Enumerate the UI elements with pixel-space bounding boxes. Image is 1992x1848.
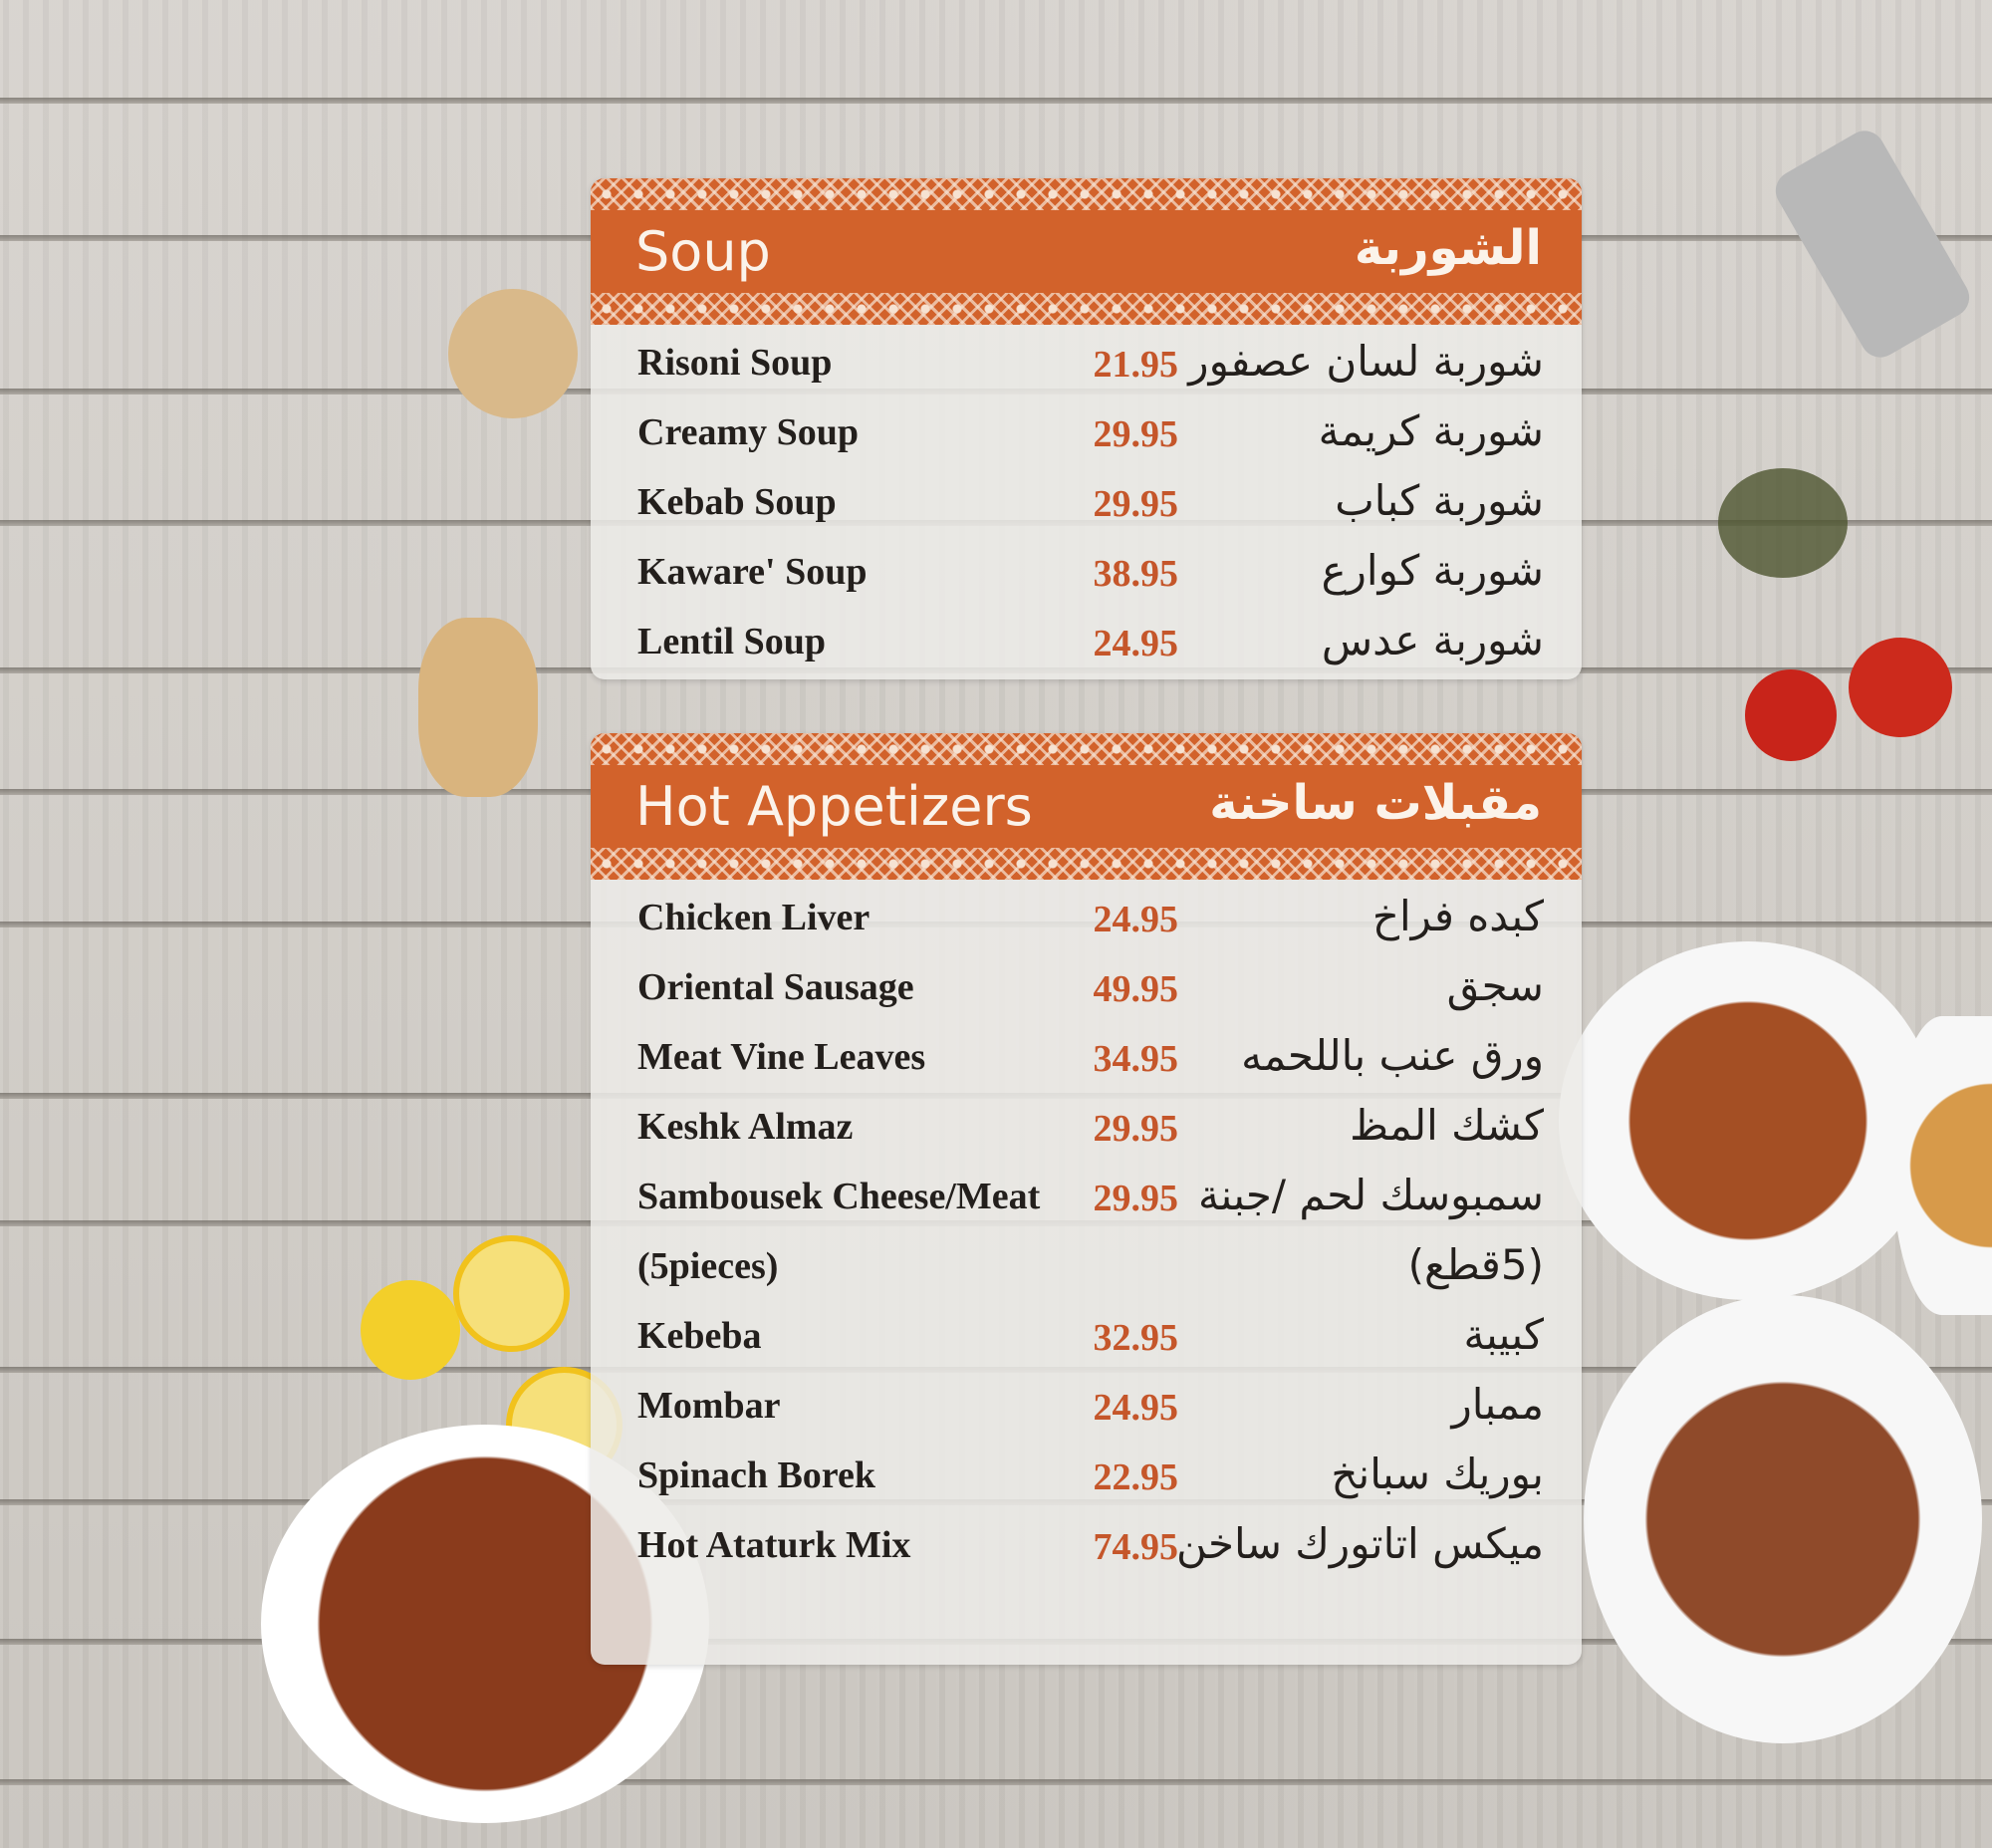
item-name-en: Kebeba	[637, 1315, 762, 1357]
menu-item: Kaware' Soup 38.95 شوربة كوارع	[591, 538, 1582, 608]
section-title-en: Soup	[635, 220, 771, 283]
menu-item: Spinach Borek 22.95 بوريك سبانخ	[591, 1442, 1582, 1511]
item-name-en: Kebab Soup	[637, 481, 837, 523]
ornament-border	[591, 848, 1582, 880]
menu-item: Keshk Almaz 29.95 كشك المظ	[591, 1093, 1582, 1163]
item-name-ar: شوربة لسان عصفور	[1188, 337, 1544, 386]
lemon-image	[361, 1280, 460, 1380]
item-price: 38.95	[1093, 553, 1179, 595]
item-price: 32.95	[1093, 1317, 1179, 1359]
item-price: 24.95	[1093, 1387, 1179, 1429]
item-name-ar: شوربة كباب	[1335, 476, 1544, 525]
item-name-en: Chicken Liver	[637, 897, 871, 938]
item-name-en: Kaware' Soup	[637, 551, 868, 593]
menu-item: (5pieces) (5قطع)	[591, 1232, 1582, 1302]
spatula-image	[418, 618, 538, 797]
section-title-ar: مقبلات ساخنة	[1209, 775, 1542, 831]
menu-item: Kebeba 32.95 كبيبة	[591, 1302, 1582, 1372]
menu-item: Chicken Liver 24.95 كبده فراخ	[591, 884, 1582, 953]
tomato-image	[1849, 638, 1952, 737]
item-name-en: Creamy Soup	[637, 411, 860, 453]
item-name-ar: ميكس اتاتورك ساخن	[1176, 1519, 1544, 1568]
item-price: 34.95	[1093, 1038, 1179, 1080]
menu-item: Meat Vine Leaves 34.95 ورق عنب باللحمه	[591, 1023, 1582, 1093]
section-header: Hot Appetizers مقبلات ساخنة	[591, 733, 1582, 880]
sambousek-dish-image	[1892, 1016, 1992, 1315]
item-price: 24.95	[1093, 899, 1179, 940]
item-price: 49.95	[1093, 968, 1179, 1010]
item-name-ar: ممبار	[1451, 1380, 1544, 1429]
item-name-en: (5pieces)	[637, 1245, 779, 1287]
item-price: 21.95	[1093, 344, 1179, 386]
item-name-ar: سمبوسك لحم /جبنة	[1198, 1171, 1544, 1219]
menu-section-soup: Soup الشوربة Risoni Soup 21.95 شوربة لسان …	[591, 178, 1582, 679]
menu-item: Creamy Soup 29.95 شوربة كريمة	[591, 398, 1582, 468]
plank-seam	[0, 98, 1992, 104]
menu-item: Sambousek Cheese/Meat 29.95 سمبوسك لحم /جب…	[591, 1163, 1582, 1232]
item-name-ar: (5قطع)	[1407, 1240, 1544, 1289]
item-name-en: Sambousek Cheese/Meat	[637, 1176, 1041, 1217]
plank-seam	[0, 1779, 1992, 1785]
item-price: 29.95	[1093, 1108, 1179, 1150]
item-name-en: Mombar	[637, 1385, 781, 1427]
item-price: 29.95	[1093, 413, 1179, 455]
menu-item: Oriental Sausage 49.95 سجق	[591, 953, 1582, 1023]
menu-item: Lentil Soup 24.95 شوربة عدس	[591, 608, 1582, 677]
item-name-en: Hot Ataturk Mix	[637, 1524, 911, 1566]
item-price: 29.95	[1093, 1178, 1179, 1219]
kibbeh-dish-image	[1559, 941, 1937, 1300]
menu-item: Kebab Soup 29.95 شوربة كباب	[591, 468, 1582, 538]
item-name-en: Meat Vine Leaves	[637, 1036, 926, 1078]
ornament-border	[591, 293, 1582, 325]
ornament-border	[591, 733, 1582, 765]
item-name-ar: شوربة كوارع	[1321, 546, 1544, 595]
item-price: 74.95	[1093, 1526, 1179, 1568]
item-price: 29.95	[1093, 483, 1179, 525]
item-name-en: Spinach Borek	[637, 1454, 875, 1496]
item-name-en: Risoni Soup	[637, 342, 833, 384]
item-name-en: Oriental Sausage	[637, 966, 914, 1008]
meat-dish-image	[1584, 1295, 1982, 1743]
item-name-ar: سجق	[1446, 961, 1544, 1010]
item-name-ar: ورق عنب باللحمه	[1241, 1031, 1544, 1080]
item-name-ar: بوريك سبانخ	[1331, 1450, 1544, 1498]
item-name-ar: شوربة عدس	[1321, 616, 1544, 664]
herbs-image	[1718, 468, 1848, 578]
item-name-en: Keshk Almaz	[637, 1106, 854, 1148]
item-price: 22.95	[1093, 1456, 1179, 1498]
item-name-en: Lentil Soup	[637, 621, 827, 662]
section-header: Soup الشوربة	[591, 178, 1582, 325]
ornament-border	[591, 178, 1582, 210]
section-title-ar: الشوربة	[1354, 220, 1542, 276]
item-price: 24.95	[1093, 623, 1179, 664]
menu-section-hot-appetizers: Hot Appetizers مقبلات ساخنة Chicken Live…	[591, 733, 1582, 1665]
menu-item: Hot Ataturk Mix 74.95 ميكس اتاتورك ساخن	[591, 1511, 1582, 1581]
lemon-image	[453, 1235, 570, 1352]
menu-item: Mombar 24.95 ممبار	[591, 1372, 1582, 1442]
menu-item: Risoni Soup 21.95 شوربة لسان عصفور	[591, 329, 1582, 398]
wooden-scoop-image	[448, 289, 578, 418]
tomato-image	[1745, 669, 1837, 761]
item-name-ar: كبيبة	[1463, 1310, 1544, 1359]
section-title-en: Hot Appetizers	[635, 775, 1033, 838]
item-name-ar: كشك المظ	[1350, 1101, 1544, 1150]
item-name-ar: كبده فراخ	[1371, 892, 1544, 940]
item-name-ar: شوربة كريمة	[1318, 406, 1544, 455]
